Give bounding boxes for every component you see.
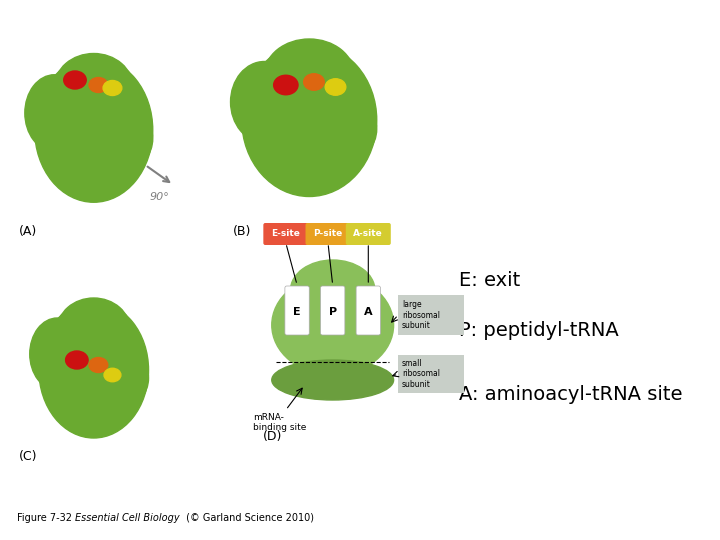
Ellipse shape: [30, 318, 84, 390]
FancyBboxPatch shape: [264, 223, 308, 245]
Ellipse shape: [57, 298, 130, 362]
Text: 90°: 90°: [150, 192, 170, 202]
Ellipse shape: [39, 302, 148, 438]
Ellipse shape: [290, 260, 375, 320]
Ellipse shape: [103, 80, 122, 96]
Text: (A): (A): [19, 225, 37, 238]
Ellipse shape: [242, 44, 377, 197]
Text: A-site: A-site: [354, 230, 383, 239]
FancyBboxPatch shape: [305, 223, 351, 245]
Ellipse shape: [264, 39, 354, 111]
Text: A: aminoacyl-tRNA site: A: aminoacyl-tRNA site: [459, 386, 683, 404]
Ellipse shape: [274, 75, 298, 94]
Text: (C): (C): [19, 450, 37, 463]
Ellipse shape: [304, 74, 324, 90]
Text: (© Garland Science 2010): (© Garland Science 2010): [183, 513, 314, 523]
Ellipse shape: [54, 53, 133, 122]
Text: (D): (D): [262, 430, 282, 443]
Text: E: exit: E: exit: [459, 271, 521, 289]
FancyBboxPatch shape: [285, 286, 310, 335]
FancyBboxPatch shape: [398, 355, 464, 393]
Text: P-site: P-site: [313, 230, 343, 239]
Ellipse shape: [24, 75, 84, 151]
Ellipse shape: [104, 368, 121, 382]
Ellipse shape: [64, 71, 86, 89]
Text: Figure 7-32: Figure 7-32: [17, 513, 78, 523]
Text: P: peptidyl-tRNA: P: peptidyl-tRNA: [459, 321, 619, 340]
Text: E-site: E-site: [271, 230, 300, 239]
Ellipse shape: [100, 109, 153, 168]
Text: (B): (B): [233, 225, 251, 238]
Ellipse shape: [325, 79, 346, 95]
FancyBboxPatch shape: [398, 295, 464, 335]
FancyBboxPatch shape: [356, 286, 380, 335]
Text: A: A: [364, 307, 373, 317]
Text: large
ribosomal
subunit: large ribosomal subunit: [402, 300, 440, 330]
Text: Essential Cell Biology: Essential Cell Biology: [75, 513, 179, 523]
Text: mRNA-
binding site: mRNA- binding site: [253, 413, 307, 433]
Ellipse shape: [35, 58, 153, 202]
Ellipse shape: [66, 351, 88, 369]
Ellipse shape: [271, 275, 394, 375]
Text: small
ribosomal
subunit: small ribosomal subunit: [402, 359, 440, 389]
FancyBboxPatch shape: [346, 223, 391, 245]
Text: P: P: [328, 307, 337, 317]
Ellipse shape: [100, 350, 148, 406]
Ellipse shape: [317, 98, 377, 160]
Text: E: E: [293, 307, 301, 317]
Ellipse shape: [230, 62, 298, 143]
Ellipse shape: [271, 360, 394, 400]
Ellipse shape: [89, 78, 108, 92]
FancyBboxPatch shape: [320, 286, 345, 335]
Ellipse shape: [89, 357, 108, 373]
